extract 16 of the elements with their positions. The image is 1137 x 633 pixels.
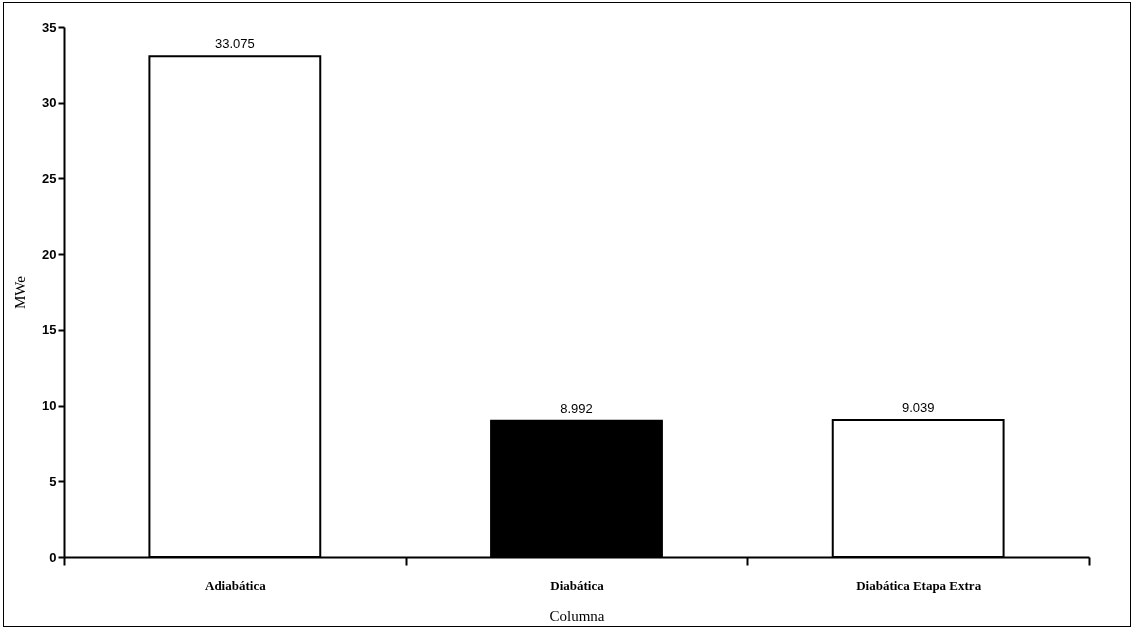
- x-tick-label: Adiabática: [205, 577, 267, 593]
- y-axis-title: MWe: [12, 275, 29, 309]
- data-label: 8.992: [560, 400, 593, 416]
- data-label: 33.075: [214, 36, 255, 52]
- y-tick-label: 35: [42, 19, 57, 35]
- data-label: 9.039: [901, 400, 935, 416]
- y-tick-label: 5: [49, 473, 57, 489]
- y-tick-label: 15: [42, 322, 57, 338]
- x-tick-label: Diabática: [550, 577, 605, 593]
- x-tick-label: Diabática Etapa Extra: [856, 577, 982, 593]
- y-tick-label: 20: [42, 246, 57, 262]
- y-tick-label: 10: [42, 398, 57, 414]
- y-tick-label: 0: [49, 549, 57, 565]
- y-tick-label: 30: [42, 95, 57, 111]
- y-tick-label: 25: [42, 170, 57, 186]
- x-axis-title: Columna: [549, 607, 605, 624]
